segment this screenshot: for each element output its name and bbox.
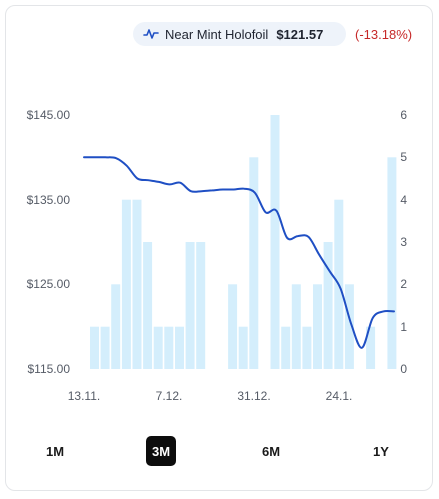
volume-bar [121,199,131,369]
volume-bar [344,284,354,369]
volume-bar [228,284,238,369]
volume-bars [90,115,397,369]
x-tick: 31.12. [237,389,270,403]
range-1y-button[interactable]: 1Y [373,443,389,459]
x-tick: 24.1. [326,389,353,403]
volume-bar [143,242,153,369]
volume-bar [249,157,259,369]
x-tick: 7.12. [156,389,183,403]
price-change: (-13.18%) [355,26,413,42]
volume-bar [196,242,206,369]
y-right-tick: 0 [400,362,407,376]
y-right-tick: 6 [400,108,407,122]
price-chart: $145.00 $135.00 $125.00 $115.00 6 5 4 3 … [27,108,408,403]
y-right-tick: 5 [400,150,407,164]
volume-bar [291,284,301,369]
volume-bar [323,242,333,369]
range-6m-button[interactable]: 6M [262,443,281,459]
volume-bar [313,284,322,369]
y-right-tick: 3 [400,235,407,249]
price-line-layer [83,156,395,349]
volume-bar [153,326,163,369]
volume-bar [111,284,121,369]
range-3m-button[interactable]: 3M [146,436,177,466]
volume-bar [132,199,142,369]
y-left-tick: $115.00 [28,362,71,376]
volume-bar [164,326,174,369]
volume-bar [90,326,99,369]
legend-variant-label: Near Mint Holofoil [165,26,269,42]
series-legend: Near Mint Holofoil $121.57 [133,22,346,46]
volume-bar [175,326,184,369]
price-history-card [5,5,433,491]
y-right-tick: 1 [400,320,407,334]
volume-bar [387,157,397,369]
y-left-tick: $145.00 [27,108,71,122]
range-selector: 1M 3M 6M 1Y [0,436,439,468]
y-left-tick: $125.00 [27,277,71,291]
legend-price: $121.57 [276,26,324,42]
volume-bar [270,115,280,369]
volume-bar [366,326,376,369]
price-line [83,156,395,349]
volume-bar [238,326,248,369]
range-1m-button[interactable]: 1M [46,443,65,459]
y-left-tick: $135.00 [27,193,71,207]
volume-bar [302,326,312,369]
y-right-tick: 2 [400,277,407,291]
y-right-tick: 4 [400,193,407,207]
x-tick: 13.11. [68,389,100,403]
volume-bar [100,326,110,369]
volume-bar [281,326,291,369]
volume-bar [185,242,195,369]
line-chart-icon [143,27,159,41]
